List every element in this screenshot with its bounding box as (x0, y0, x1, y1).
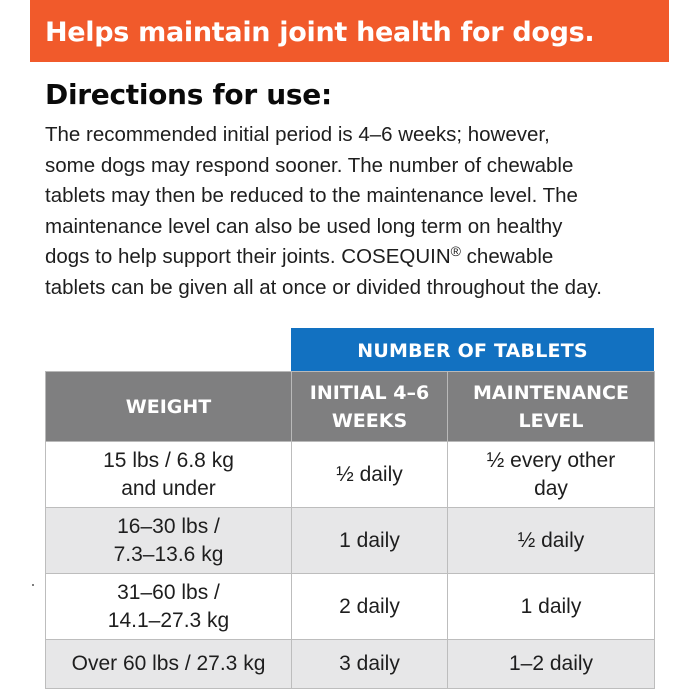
weight-cell: 31–60 lbs /14.1–27.3 kg (45, 573, 292, 640)
maintenance-dose-cell: ½ daily (447, 507, 655, 574)
table-row: 31–60 lbs /14.1–27.3 kg 2 daily 1 daily (45, 573, 655, 640)
headline-banner: Helps maintain joint health for dogs. (30, 0, 669, 62)
table-header-row: WEIGHT INITIAL 4–6 WEEKS MAINTENANCE LEVEL (45, 371, 655, 442)
group-header-label: NUMBER OF TABLETS (357, 339, 588, 362)
initial-dose-cell: ½ daily (291, 441, 448, 508)
weight-cell: 15 lbs / 6.8 kg and under (45, 441, 292, 508)
directions-line: tablets can be given all at once or divi… (45, 275, 602, 299)
number-of-tablets-header: NUMBER OF TABLETS (291, 328, 654, 371)
directions-line-suffix: chewable (460, 245, 554, 269)
column-header-weight: WEIGHT (45, 371, 292, 442)
column-header-maintenance: MAINTENANCE LEVEL (447, 371, 655, 442)
stray-mark (32, 584, 34, 586)
directions-line: some dogs may respond sooner. The number… (45, 153, 574, 177)
table-row: 15 lbs / 6.8 kg and under ½ daily ½ every… (45, 441, 655, 508)
directions-paragraph: The recommended initial period is 4–6 we… (45, 120, 675, 304)
initial-dose-cell: 3 daily (291, 639, 448, 689)
dosage-table: WEIGHT INITIAL 4–6 WEEKS MAINTENANCE LEVEL… (45, 371, 655, 689)
table-row: Over 60 lbs / 27.3 kg 3 daily 1–2 daily (45, 639, 655, 689)
directions-line-brand: dogs to help support their joints. COSEQ… (45, 242, 675, 273)
initial-dose-cell: 1 daily (291, 507, 448, 574)
maintenance-dose-cell: ½ every other day (447, 441, 655, 508)
table-row: 16–30 lbs /7.3–13.6 kg 1 daily ½ daily (45, 507, 655, 574)
headline-text: Helps maintain joint health for dogs. (45, 16, 595, 48)
directions-line: dogs to help support their joints. COSEQ… (45, 245, 451, 269)
directions-line: maintenance level can also be used long … (45, 214, 563, 238)
maintenance-dose-cell: 1–2 daily (447, 639, 655, 689)
directions-line: tablets may then be reduced to the maint… (45, 184, 578, 208)
weight-cell: 16–30 lbs /7.3–13.6 kg (45, 507, 292, 574)
registered-trademark-mark: ® (450, 243, 461, 260)
column-header-initial: INITIAL 4–6 WEEKS (291, 371, 448, 442)
directions-heading: Directions for use: (45, 78, 332, 111)
directions-line: The recommended initial period is 4–6 we… (45, 123, 550, 146)
initial-dose-cell: 2 daily (291, 573, 448, 640)
weight-cell: Over 60 lbs / 27.3 kg (45, 639, 292, 689)
maintenance-dose-cell: 1 daily (447, 573, 655, 640)
